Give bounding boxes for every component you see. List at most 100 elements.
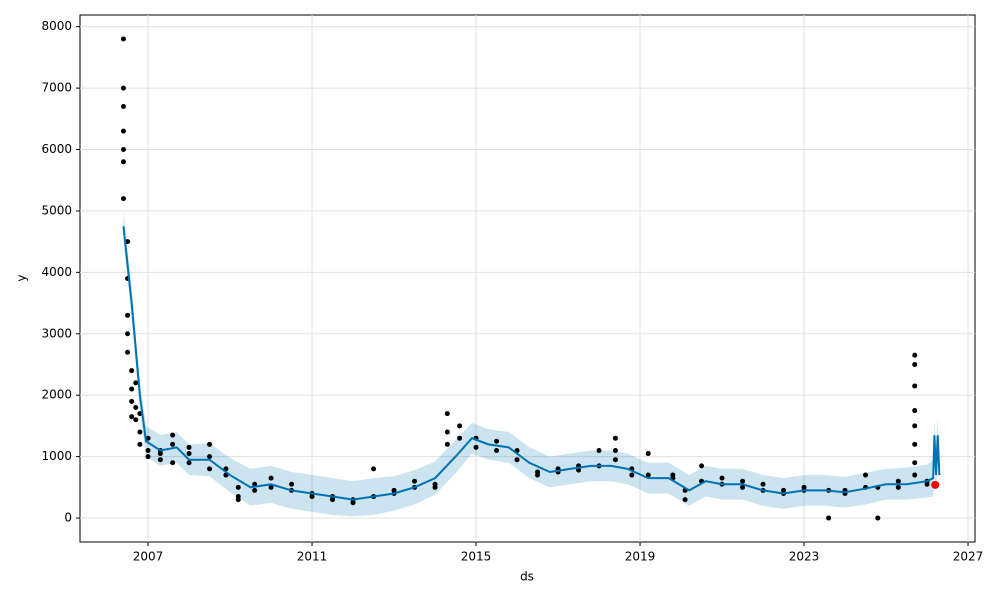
data-point — [457, 423, 463, 429]
data-point — [760, 481, 766, 487]
data-point — [133, 404, 139, 410]
data-point — [412, 478, 418, 484]
data-point — [457, 435, 463, 441]
data-point — [473, 444, 479, 450]
x-tick-label: 2027 — [953, 550, 984, 564]
data-point — [912, 408, 918, 414]
data-point — [252, 487, 258, 493]
y-tick-label: 7000 — [41, 81, 72, 95]
data-point — [170, 441, 176, 447]
data-point — [129, 368, 135, 374]
data-point — [924, 481, 930, 487]
data-point — [268, 484, 274, 490]
data-point — [133, 417, 139, 423]
data-point — [125, 349, 131, 355]
data-point — [170, 432, 176, 438]
x-tick-label: 2007 — [133, 550, 164, 564]
data-point — [350, 500, 356, 506]
data-point — [330, 497, 336, 503]
data-point — [137, 411, 143, 417]
data-point — [612, 457, 618, 463]
data-point — [137, 441, 143, 447]
data-point — [186, 451, 192, 457]
data-point — [912, 352, 918, 358]
data-point — [931, 480, 940, 489]
marks — [120, 36, 941, 521]
data-point — [120, 159, 126, 165]
data-point — [912, 472, 918, 478]
data-point — [912, 441, 918, 447]
data-point — [895, 478, 901, 484]
data-point — [826, 515, 832, 521]
data-point — [129, 414, 135, 420]
data-point — [133, 380, 139, 386]
data-point — [157, 457, 163, 463]
data-point — [145, 454, 151, 460]
data-point — [682, 497, 688, 503]
data-point — [125, 239, 131, 245]
data-point — [137, 429, 143, 435]
x-tick-label: 2011 — [297, 550, 328, 564]
data-point — [157, 451, 163, 457]
data-point — [494, 438, 500, 444]
data-point — [120, 128, 126, 134]
data-point — [912, 423, 918, 429]
x-axis-label: ds — [520, 570, 534, 584]
data-point — [309, 494, 315, 500]
data-point — [120, 104, 126, 110]
y-tick-label: 1000 — [41, 449, 72, 463]
x-tick-label: 2015 — [461, 550, 492, 564]
data-point — [120, 196, 126, 202]
data-point — [740, 478, 746, 484]
data-point — [895, 484, 901, 490]
data-point — [514, 457, 520, 463]
data-point — [235, 484, 241, 490]
data-point — [781, 487, 787, 493]
data-point — [186, 444, 192, 450]
data-point — [170, 460, 176, 466]
data-point — [740, 484, 746, 490]
data-point — [120, 147, 126, 153]
data-point — [207, 466, 213, 472]
data-point — [289, 481, 295, 487]
y-tick-label: 2000 — [41, 388, 72, 402]
data-point — [444, 429, 450, 435]
data-point — [612, 435, 618, 441]
data-point — [863, 472, 869, 478]
x-tick-label: 2019 — [625, 550, 656, 564]
data-point — [645, 451, 651, 457]
x-tick-label: 2023 — [789, 550, 820, 564]
data-point — [125, 331, 131, 337]
data-point — [125, 312, 131, 318]
data-point — [801, 484, 807, 490]
data-point — [612, 447, 618, 453]
data-point — [120, 85, 126, 91]
data-point — [371, 466, 377, 472]
data-point — [120, 36, 126, 42]
data-point — [129, 398, 135, 404]
data-point — [912, 383, 918, 389]
data-point — [235, 497, 241, 503]
y-tick-label: 0 — [64, 511, 72, 525]
y-axis-label: y — [15, 274, 29, 281]
data-point — [129, 386, 135, 392]
y-tick-label: 8000 — [41, 19, 72, 33]
data-point — [145, 447, 151, 453]
data-point — [699, 463, 705, 469]
y-tick-label: 6000 — [41, 142, 72, 156]
data-point — [494, 447, 500, 453]
data-point — [268, 475, 274, 481]
data-point — [596, 447, 602, 453]
forecast-line — [122, 226, 941, 501]
y-tick-label: 4000 — [41, 265, 72, 279]
data-point — [186, 460, 192, 466]
data-point — [207, 441, 213, 447]
plot-frame — [79, 14, 976, 543]
data-point — [629, 472, 635, 478]
data-point — [252, 481, 258, 487]
data-point — [719, 475, 725, 481]
data-point — [207, 454, 213, 460]
y-tick-label: 3000 — [41, 326, 72, 340]
